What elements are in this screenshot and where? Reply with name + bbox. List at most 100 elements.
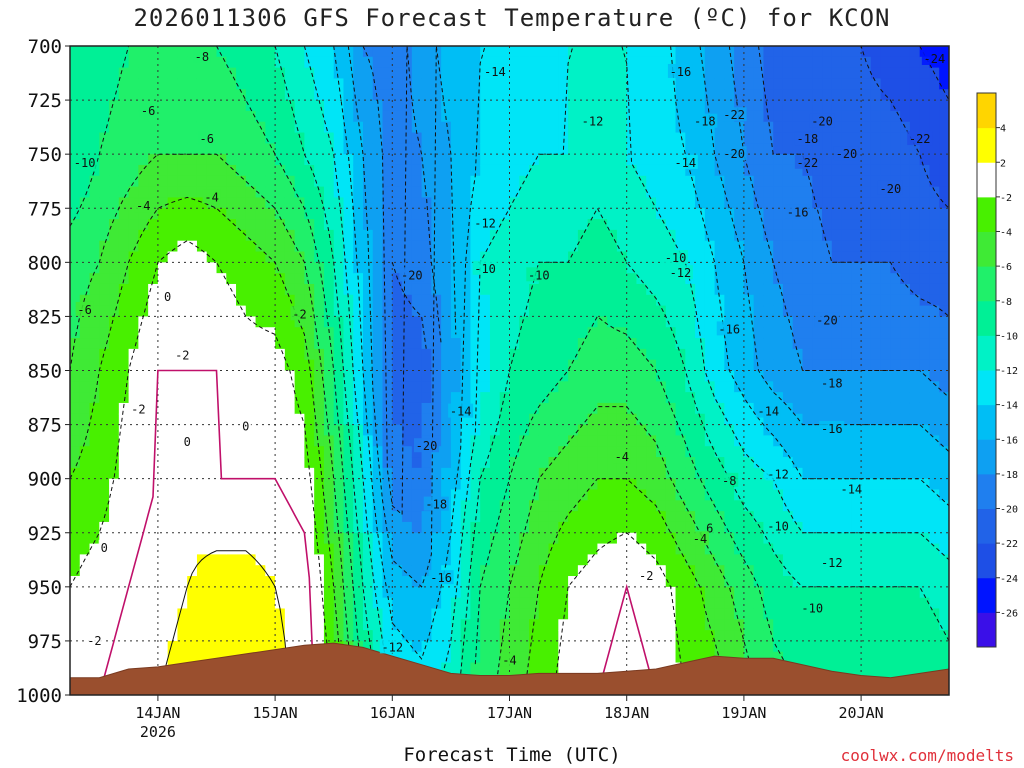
temperature-cell	[812, 56, 823, 69]
temperature-cell	[841, 56, 852, 69]
temperature-cell	[167, 273, 179, 285]
temperature-cell	[656, 175, 667, 188]
temperature-cell	[157, 273, 169, 285]
temperature-cell	[812, 392, 823, 404]
temperature-cell	[236, 543, 247, 555]
temperature-cell	[441, 435, 452, 447]
temperature-cell	[626, 219, 638, 231]
temperature-cell	[372, 630, 384, 642]
temperature-cell	[187, 316, 198, 328]
temperature-cell	[343, 511, 354, 523]
temperature-cell	[216, 219, 227, 231]
temperature-cell	[245, 619, 257, 631]
temperature-cell	[196, 597, 208, 610]
temperature-cell	[402, 78, 413, 90]
temperature-cell	[128, 110, 139, 123]
temperature-cell	[216, 511, 227, 523]
temperature-cell	[109, 143, 120, 155]
temperature-cell	[187, 619, 198, 631]
temperature-cell	[519, 586, 530, 599]
temperature-cell	[138, 467, 149, 480]
temperature-cell	[226, 305, 237, 318]
temperature-cell	[89, 251, 100, 263]
temperature-cell	[470, 348, 481, 361]
temperature-cell	[70, 294, 81, 307]
temperature-cell	[870, 457, 882, 469]
temperature-cell	[382, 619, 393, 631]
temperature-cell	[460, 240, 472, 253]
temperature-cell	[353, 348, 364, 361]
temperature-cell	[734, 229, 745, 242]
temperature-cell	[636, 511, 647, 523]
temperature-cell	[99, 402, 110, 415]
temperature-cell	[431, 608, 442, 620]
temperature-cell	[743, 338, 755, 350]
temperature-cell	[851, 500, 862, 512]
temperature-cell	[548, 543, 559, 555]
temperature-cell	[822, 219, 833, 231]
temperature-cell	[743, 251, 755, 263]
temperature-cell	[89, 467, 100, 480]
temperature-cell	[314, 175, 325, 188]
temperature-cell	[343, 197, 354, 209]
temperature-cell	[489, 208, 501, 220]
temperature-cell	[70, 229, 81, 242]
temperature-cell	[568, 251, 579, 263]
temperature-cell	[275, 46, 286, 58]
temperature-cell	[714, 435, 725, 447]
temperature-cell	[236, 100, 247, 112]
temperature-cell	[636, 121, 647, 134]
temperature-cell	[118, 175, 130, 188]
temperature-cell	[841, 565, 852, 577]
temperature-cell	[626, 478, 638, 491]
temperature-cell	[782, 392, 794, 404]
temperature-cell	[343, 186, 354, 199]
temperature-cell	[157, 305, 169, 318]
temperature-cell	[636, 219, 647, 231]
temperature-cell	[529, 640, 540, 653]
temperature-cell	[89, 132, 100, 144]
temperature-cell	[206, 370, 218, 382]
temperature-cell	[763, 392, 774, 404]
temperature-cell	[411, 413, 423, 426]
temperature-cell	[187, 402, 198, 415]
temperature-cell	[284, 283, 296, 296]
temperature-cell	[851, 370, 862, 382]
temperature-cell	[421, 89, 432, 101]
temperature-cell	[841, 640, 852, 653]
temperature-cell	[724, 78, 735, 90]
temperature-cell	[841, 576, 852, 588]
temperature-cell	[509, 316, 520, 328]
temperature-cell	[167, 370, 179, 382]
temperature-cell	[636, 467, 647, 480]
temperature-cell	[685, 186, 696, 199]
temperature-cell	[441, 630, 452, 642]
temperature-cell	[782, 532, 794, 545]
temperature-cell	[148, 413, 159, 426]
temperature-cell	[323, 478, 335, 491]
temperature-cell	[753, 186, 765, 199]
temperature-cell	[460, 413, 472, 426]
temperature-cell	[470, 532, 481, 545]
temperature-cell	[773, 565, 784, 577]
temperature-cell	[587, 565, 598, 577]
temperature-cell	[538, 164, 550, 177]
temperature-cell	[226, 240, 237, 253]
temperature-cell	[499, 100, 511, 112]
temperature-cell	[851, 554, 862, 566]
temperature-cell	[851, 46, 862, 58]
temperature-cell	[431, 186, 442, 199]
temperature-cell	[607, 78, 618, 90]
temperature-cell	[148, 56, 159, 69]
temperature-cell	[607, 370, 618, 382]
temperature-cell	[880, 100, 891, 112]
temperature-cell	[870, 435, 882, 447]
temperature-cell	[450, 446, 462, 458]
temperature-cell	[275, 154, 286, 166]
temperature-cell	[89, 608, 100, 620]
temperature-cell	[128, 89, 139, 101]
temperature-cell	[363, 543, 374, 555]
temperature-cell	[128, 164, 139, 177]
temperature-cell	[392, 78, 403, 90]
temperature-cell	[548, 413, 559, 426]
